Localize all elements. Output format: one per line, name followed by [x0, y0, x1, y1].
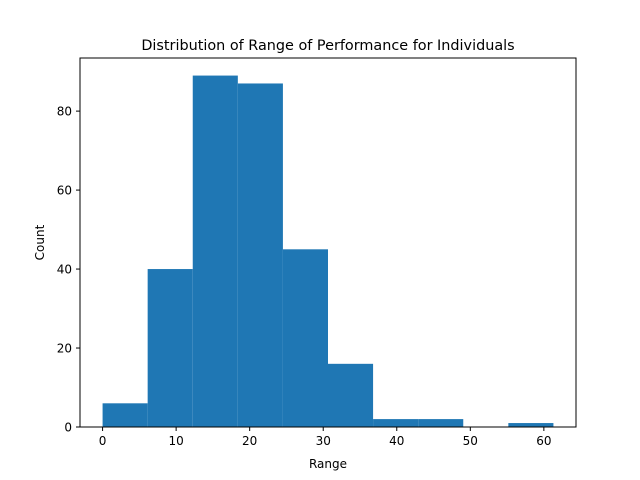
histogram-bar — [192, 75, 238, 427]
y-tick-label: 40 — [57, 263, 72, 277]
y-tick-label: 60 — [57, 184, 72, 198]
histogram-bar — [508, 423, 554, 427]
histogram-bar — [418, 419, 464, 427]
y-tick-label: 0 — [64, 421, 72, 435]
y-tick-label: 80 — [57, 105, 72, 119]
x-tick-label: 0 — [99, 434, 107, 448]
histogram-bar — [102, 403, 148, 427]
x-tick-label: 30 — [316, 434, 331, 448]
histogram-bar — [282, 249, 328, 427]
histogram-bar — [373, 419, 419, 427]
chart-title: Distribution of Range of Performance for… — [141, 38, 514, 54]
y-tick-label: 20 — [57, 342, 72, 356]
x-tick-label: 40 — [389, 434, 404, 448]
x-tick-label: 20 — [242, 434, 257, 448]
y-axis-ticks: 0 20 40 60 80 — [57, 105, 80, 435]
x-axis-ticks: 0 10 20 30 40 50 60 — [99, 427, 552, 448]
x-tick-label: 10 — [168, 434, 183, 448]
x-tick-label: 60 — [536, 434, 551, 448]
histogram-bar — [328, 363, 374, 427]
x-axis-label: Range — [309, 457, 347, 471]
x-tick-label: 50 — [463, 434, 478, 448]
y-axis-label: Count — [33, 224, 47, 260]
plot-frame — [79, 57, 577, 428]
histogram-bar — [147, 269, 193, 427]
histogram-bar — [237, 83, 283, 427]
bars-group — [102, 75, 554, 427]
